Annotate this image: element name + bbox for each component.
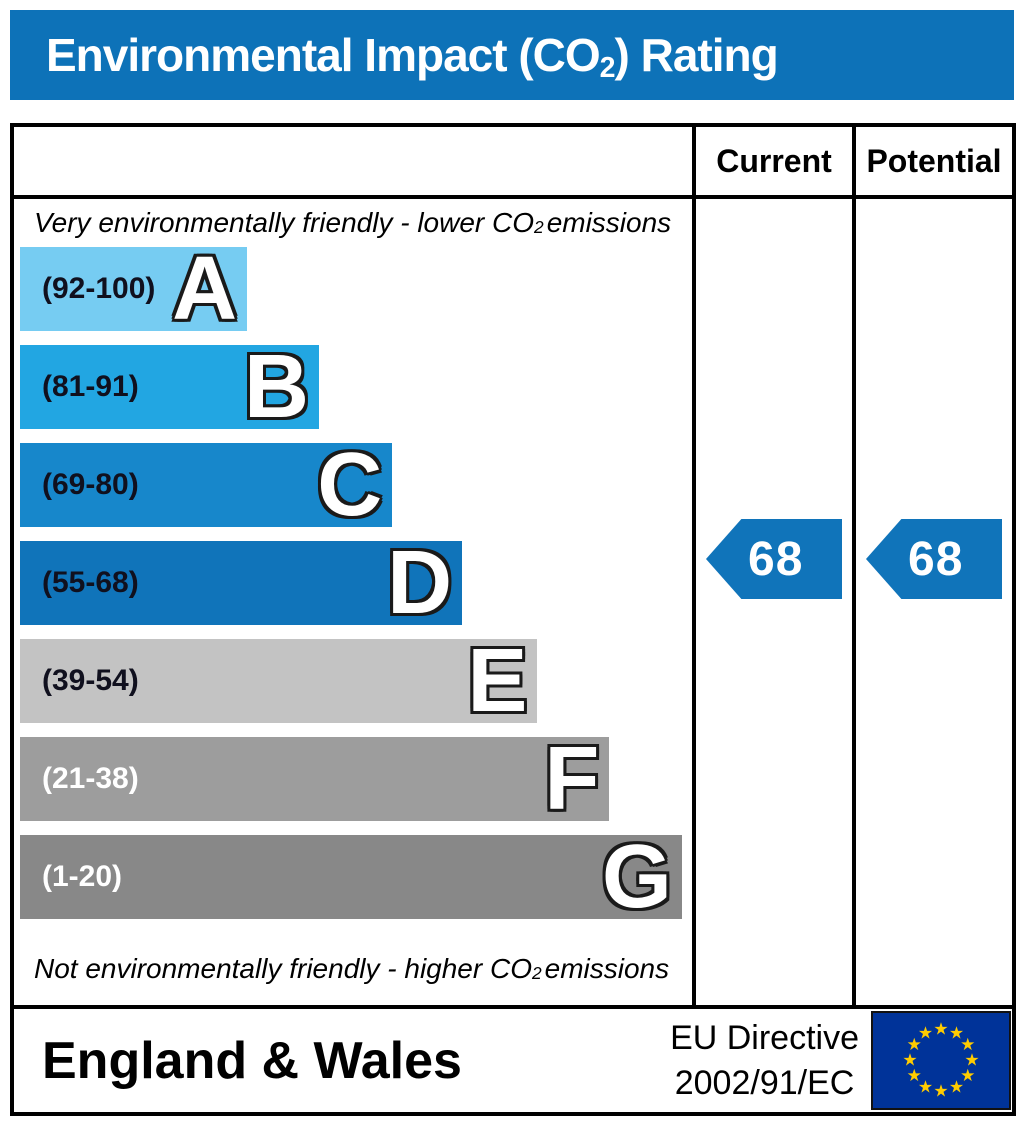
band-bar-f: (21-38) F xyxy=(20,729,610,829)
current-cell: 68 xyxy=(692,199,852,1005)
eu-directive-label: EU Directive 2002/91/EC xyxy=(670,1016,859,1104)
co2-subscript: 2 xyxy=(599,52,616,85)
band-range-label: (21-38) xyxy=(42,762,139,795)
svg-text:★: ★ xyxy=(949,1024,964,1043)
svg-text:★: ★ xyxy=(907,1035,922,1054)
band-bar-d: (55-68) D xyxy=(20,533,463,633)
svg-text:★: ★ xyxy=(933,1020,948,1039)
band-range-label: (39-54) xyxy=(42,664,139,697)
co2-subscript: 2 xyxy=(531,963,542,984)
header-potential-cell: Potential xyxy=(852,127,1012,195)
eu-flag-stars: ★ ★★★★★★★★★★★ xyxy=(902,1020,979,1101)
band-letter: D xyxy=(387,533,453,633)
band-range-label: (55-68) xyxy=(42,566,139,599)
svg-text:★: ★ xyxy=(960,1066,975,1085)
band-row-a: (92-100) A xyxy=(20,239,692,339)
eu-directive-line1: EU Directive xyxy=(670,1019,859,1058)
table-header-row: Current Potential xyxy=(14,127,1012,199)
svg-text:★: ★ xyxy=(907,1066,922,1085)
band-bar-a: (92-100) A xyxy=(20,239,248,339)
band-bar-g: (1-20) G xyxy=(20,827,682,927)
band-bar-c: (69-80) C xyxy=(20,435,393,535)
band-range-label: (69-80) xyxy=(42,468,139,501)
band-row-b: (81-91) B xyxy=(20,337,692,437)
band-range-label: (92-100) xyxy=(42,272,156,305)
co2-subscript: 2 xyxy=(534,217,544,238)
chart-title-bar: Environmental Impact (CO2) Rating xyxy=(10,10,1014,100)
bottom-note: Not environmentally friendly - higher CO… xyxy=(34,953,670,984)
band-bar-b: (81-91) B xyxy=(20,337,320,437)
svg-text:★: ★ xyxy=(902,1051,917,1070)
band-letter: G xyxy=(601,827,672,927)
svg-text:★: ★ xyxy=(933,1082,948,1101)
header-spacer-cell xyxy=(14,127,692,195)
potential-cell: 68 xyxy=(852,199,1012,1005)
header-current-cell: Current xyxy=(692,127,852,195)
table-body-row: Very environmentally friendly - lower CO… xyxy=(14,199,1012,1005)
chart-title: Environmental Impact (CO2) Rating xyxy=(46,29,779,85)
band-letter: B xyxy=(244,337,310,437)
band-letter: C xyxy=(317,435,383,535)
band-letter: A xyxy=(172,239,238,339)
band-range-label: (81-91) xyxy=(42,370,139,403)
svg-text:★: ★ xyxy=(918,1024,933,1043)
band-row-g: (1-20) G xyxy=(20,827,692,927)
region-label: England & Wales xyxy=(42,1031,462,1090)
top-note: Very environmentally friendly - lower CO… xyxy=(34,207,672,238)
svg-text:★: ★ xyxy=(918,1077,933,1096)
band-range-label: (1-20) xyxy=(42,860,123,893)
svg-text:★: ★ xyxy=(964,1051,979,1070)
svg-text:★: ★ xyxy=(949,1077,964,1096)
band-letter: F xyxy=(544,729,600,829)
eu-directive-line2: 2002/91/EC xyxy=(674,1063,855,1102)
bands-column: Very environmentally friendly - lower CO… xyxy=(14,199,692,1005)
potential-rating-arrow: 68 xyxy=(866,519,1002,599)
band-row-e: (39-54) E xyxy=(20,631,692,731)
band-row-d: (55-68) D xyxy=(20,533,692,633)
current-rating-value: 68 xyxy=(748,532,804,586)
bands-container: (92-100) A (81-91) B (69-80) C (55-68) D (39-54)… xyxy=(20,239,692,933)
band-row-f: (21-38) F xyxy=(20,729,692,829)
potential-rating-value: 68 xyxy=(908,532,964,586)
eu-flag-icon: ★ ★★★★★★★★★★★ xyxy=(871,1011,1011,1110)
current-rating-arrow: 68 xyxy=(706,519,842,599)
band-row-c: (69-80) C xyxy=(20,435,692,535)
rating-table: Current Potential Very environmentally f… xyxy=(10,123,1016,1116)
svg-text:★: ★ xyxy=(960,1035,975,1054)
band-bar-e: (39-54) E xyxy=(20,631,538,731)
band-letter: E xyxy=(467,631,528,731)
table-footer-row: England & Wales EU Directive 2002/91/EC … xyxy=(14,1005,1012,1112)
